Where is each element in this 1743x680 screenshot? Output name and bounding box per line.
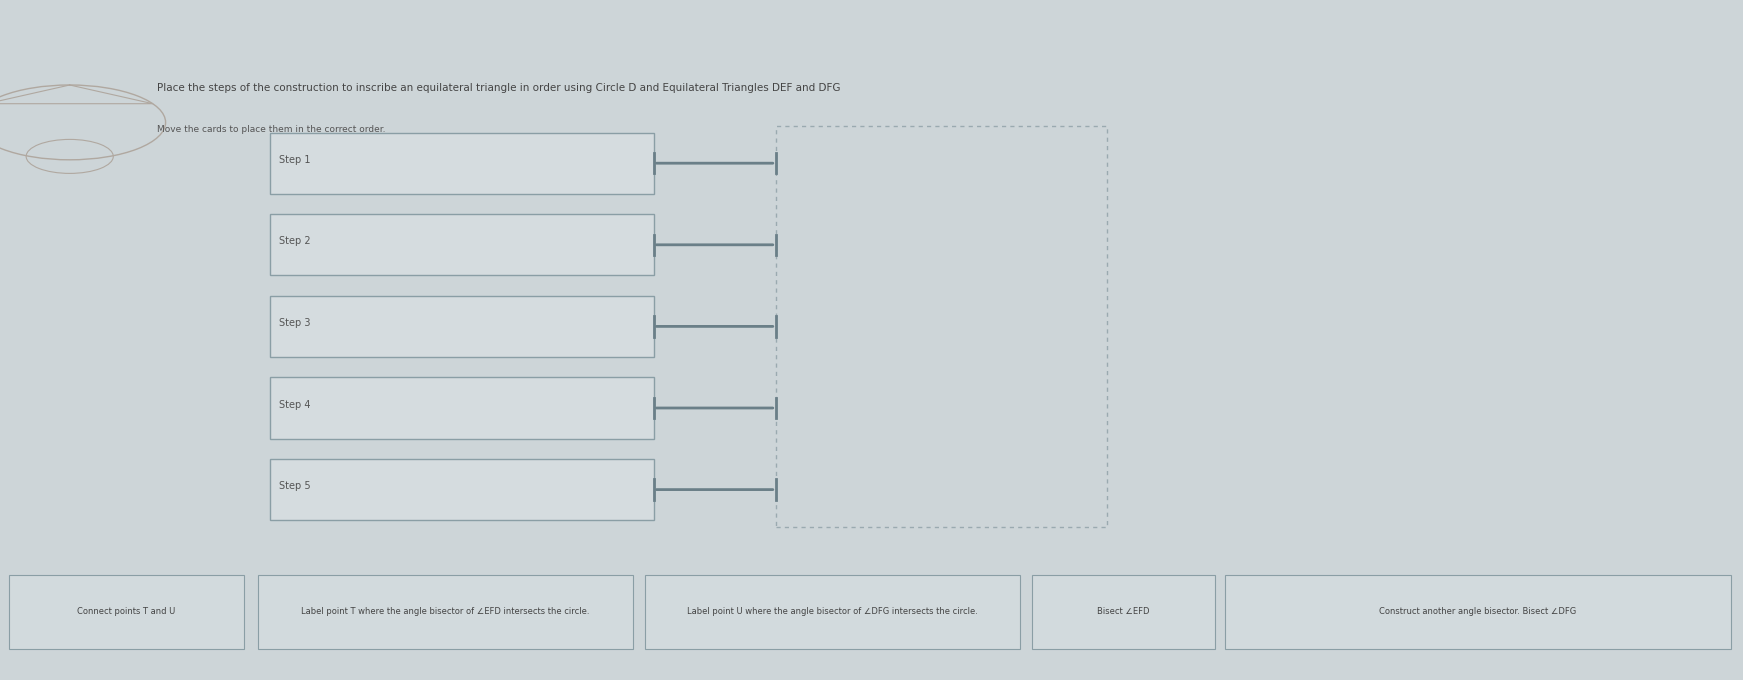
Text: Label point U where the angle bisector of ∠DFG intersects the circle.: Label point U where the angle bisector o… xyxy=(687,607,978,617)
FancyBboxPatch shape xyxy=(270,377,654,439)
FancyBboxPatch shape xyxy=(258,575,633,649)
Text: Move the cards to place them in the correct order.: Move the cards to place them in the corr… xyxy=(157,124,385,134)
Text: Place the steps of the construction to inscribe an equilateral triangle in order: Place the steps of the construction to i… xyxy=(157,84,840,93)
FancyBboxPatch shape xyxy=(645,575,1020,649)
Text: Step 4: Step 4 xyxy=(279,400,310,409)
FancyBboxPatch shape xyxy=(270,296,654,357)
Text: Step 3: Step 3 xyxy=(279,318,310,328)
FancyBboxPatch shape xyxy=(270,214,654,275)
Text: Connect points T and U: Connect points T and U xyxy=(77,607,176,617)
FancyBboxPatch shape xyxy=(9,575,244,649)
Text: Label point T where the angle bisector of ∠EFD intersects the circle.: Label point T where the angle bisector o… xyxy=(302,607,589,617)
FancyBboxPatch shape xyxy=(1225,575,1731,649)
FancyBboxPatch shape xyxy=(270,133,654,194)
Text: Step 2: Step 2 xyxy=(279,237,310,246)
Text: Bisect ∠EFD: Bisect ∠EFD xyxy=(1096,607,1150,617)
Text: Step 1: Step 1 xyxy=(279,155,310,165)
Text: Step 5: Step 5 xyxy=(279,481,310,491)
Text: Construct another angle bisector. Bisect ∠DFG: Construct another angle bisector. Bisect… xyxy=(1379,607,1577,617)
FancyBboxPatch shape xyxy=(1032,575,1215,649)
FancyBboxPatch shape xyxy=(270,459,654,520)
